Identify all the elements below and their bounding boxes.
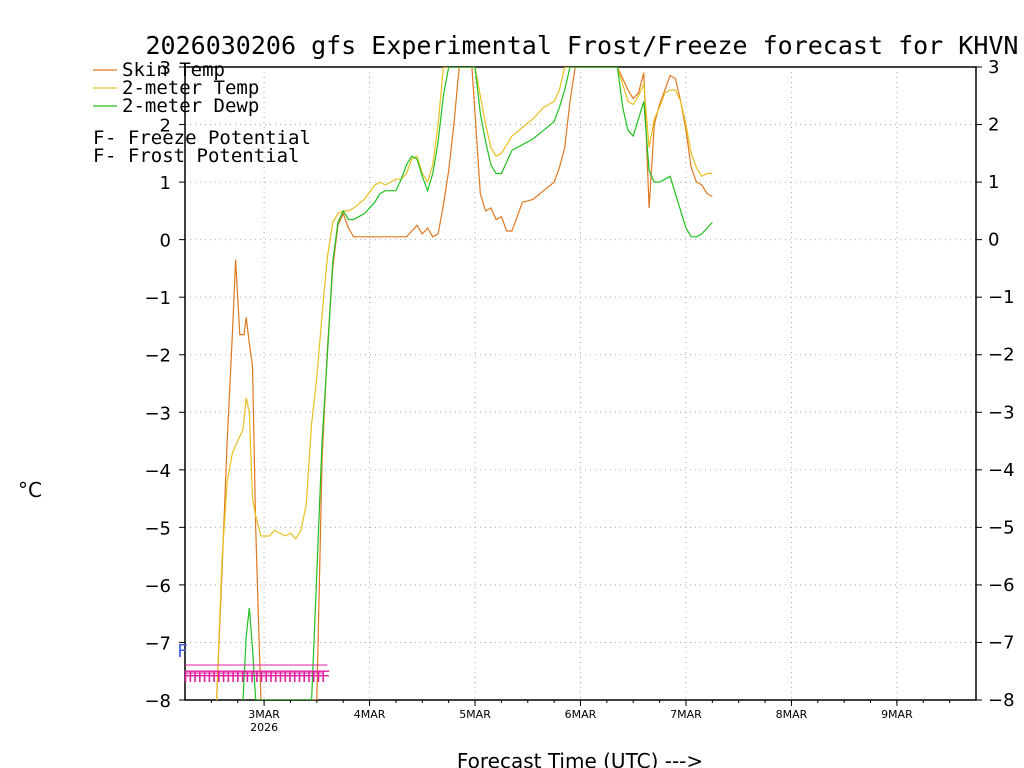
- freeze-mark: F: [240, 667, 250, 686]
- freeze-mark: F: [216, 667, 226, 686]
- y-tick-label: −5: [988, 517, 1015, 538]
- x-axis-label: Forecast Time (UTC) --->: [457, 749, 703, 768]
- x-tick-label: 5MAR: [459, 708, 491, 721]
- freeze-mark: F: [292, 667, 302, 686]
- freeze-mark: F: [183, 667, 193, 686]
- gridlines: [185, 67, 976, 700]
- y-tick-label: −3: [988, 402, 1015, 423]
- freeze-mark: F: [264, 667, 274, 686]
- y-tick-label: 2: [988, 115, 999, 136]
- legend-label: - Frost Potential: [105, 145, 299, 167]
- freeze-mark: F: [202, 667, 212, 686]
- x-tick-label: 4MAR: [354, 708, 386, 721]
- y-tick-label: −8: [988, 690, 1015, 711]
- freeze-mark: F: [226, 667, 236, 686]
- y-tick-label: 0: [160, 231, 171, 252]
- series-line-2-meter-temp: [216, 67, 713, 700]
- y-tick-label: 1: [160, 173, 171, 194]
- freeze-mark: F: [245, 667, 255, 686]
- y-tick-label: −7: [988, 632, 1015, 653]
- plot-frame: [184, 66, 977, 701]
- x-tick-label: 7MAR: [670, 708, 702, 721]
- freeze-mark: F: [235, 667, 245, 686]
- y-tick-label: −6: [988, 575, 1015, 596]
- chart-title: 2026030206 gfs Experimental Frost/Freeze…: [146, 31, 1019, 60]
- freeze-mark: F: [211, 667, 221, 686]
- y-tick-label: −4: [988, 460, 1015, 481]
- y-axis-label: °C: [18, 478, 42, 502]
- legend-label: 2-meter Dewp: [122, 95, 259, 117]
- series-lines: [216, 67, 713, 700]
- y-tick-label: 3: [988, 57, 999, 78]
- x-tick-label: 9MAR: [881, 708, 913, 721]
- freeze-mark: F: [297, 667, 307, 686]
- legend-symbol: F: [93, 127, 104, 149]
- y-tick-label: −4: [144, 461, 171, 482]
- y-tick-label: −1: [144, 288, 171, 309]
- y-tick-label: −8: [144, 691, 171, 712]
- legend-label: - Freeze Potential: [105, 127, 311, 149]
- freeze-mark: F: [192, 667, 202, 686]
- y-axis-left: −8 −7 −6 −5 −4 −3 −2 −1 0 1 2 3: [144, 58, 185, 712]
- freeze-mark: F: [321, 667, 331, 686]
- series-line-skin-temp: [216, 67, 713, 700]
- y-tick-label: 2: [160, 116, 171, 137]
- x-tick-sublabel: 2026: [250, 721, 278, 734]
- freeze-mark: F: [283, 667, 293, 686]
- y-tick-label: −2: [988, 345, 1015, 366]
- y-tick-label: 1: [988, 172, 999, 193]
- freeze-mark: F: [302, 667, 312, 686]
- freeze-mark: F: [316, 667, 326, 686]
- y-tick-label: −1: [988, 287, 1015, 308]
- legend-label: 2-meter Temp: [122, 77, 259, 99]
- freeze-mark: F: [311, 667, 321, 686]
- freeze-mark: F: [221, 667, 231, 686]
- x-tick-label: 6MAR: [565, 708, 597, 721]
- x-tick-label: 3MAR: [248, 708, 280, 721]
- y-tick-label: −6: [144, 576, 171, 597]
- frost-mark: F: [177, 641, 188, 662]
- legend-symbol: F: [93, 145, 104, 167]
- freeze-mark: F: [268, 667, 278, 686]
- y-tick-label: −3: [144, 403, 171, 424]
- freeze-mark: F: [249, 667, 259, 686]
- y-tick-label: −5: [144, 518, 171, 539]
- freeze-mark: F: [278, 667, 288, 686]
- y-tick-label: 3: [160, 58, 171, 79]
- freeze-mark: F: [197, 667, 207, 686]
- freeze-mark: F: [306, 667, 316, 686]
- y-tick-label: −7: [144, 633, 171, 654]
- y-tick-label: 0: [988, 230, 999, 251]
- y-axis-right: −8 −7 −6 −5 −4 −3 −2 −1 0 1 2 3: [976, 57, 1015, 711]
- y-tick-label: −2: [144, 346, 171, 367]
- x-tick-label: 8MAR: [776, 708, 808, 721]
- legend-label: Skin Temp: [122, 59, 225, 81]
- freeze-mark: F: [273, 667, 283, 686]
- freeze-mark: F: [207, 667, 217, 686]
- freeze-mark: F: [188, 667, 198, 686]
- freeze-mark: F: [230, 667, 240, 686]
- freeze-mark: F: [254, 667, 264, 686]
- freeze-mark: F: [259, 667, 269, 686]
- freeze-mark: F: [287, 667, 297, 686]
